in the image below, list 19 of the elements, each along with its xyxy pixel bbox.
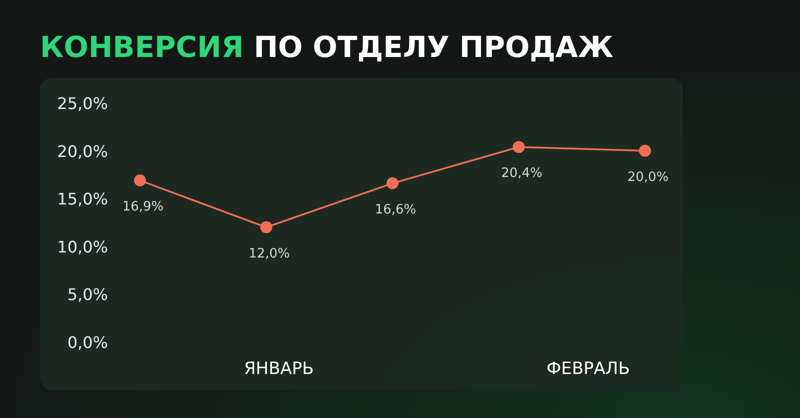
point bbox=[134, 174, 146, 186]
point bbox=[260, 221, 272, 234]
y-tick-label: 20,0% bbox=[57, 142, 108, 161]
point bbox=[639, 144, 651, 157]
y-tick-label: 5,0% bbox=[67, 285, 108, 304]
chart-title: КОНВЕРСИЯ ПО ОТДЕЛУ ПРОДАЖ bbox=[40, 30, 614, 64]
y-tick-label: 0,0% bbox=[67, 333, 108, 352]
text: ЯНВАРЬ bbox=[244, 359, 314, 379]
text: 20,0% bbox=[627, 170, 669, 185]
point bbox=[512, 140, 525, 153]
text: 20,4% bbox=[501, 166, 542, 181]
text: 16,9% bbox=[122, 199, 164, 214]
y-tick-label: 15,0% bbox=[57, 190, 108, 209]
text: 12,0% bbox=[248, 246, 290, 262]
y-tick-label: 10,0% bbox=[57, 237, 108, 256]
text: 16,6% bbox=[374, 202, 416, 218]
y-tick-label: 25,0% bbox=[57, 94, 108, 113]
point bbox=[386, 177, 398, 190]
text: ФЕВРАЛЬ bbox=[546, 359, 630, 379]
